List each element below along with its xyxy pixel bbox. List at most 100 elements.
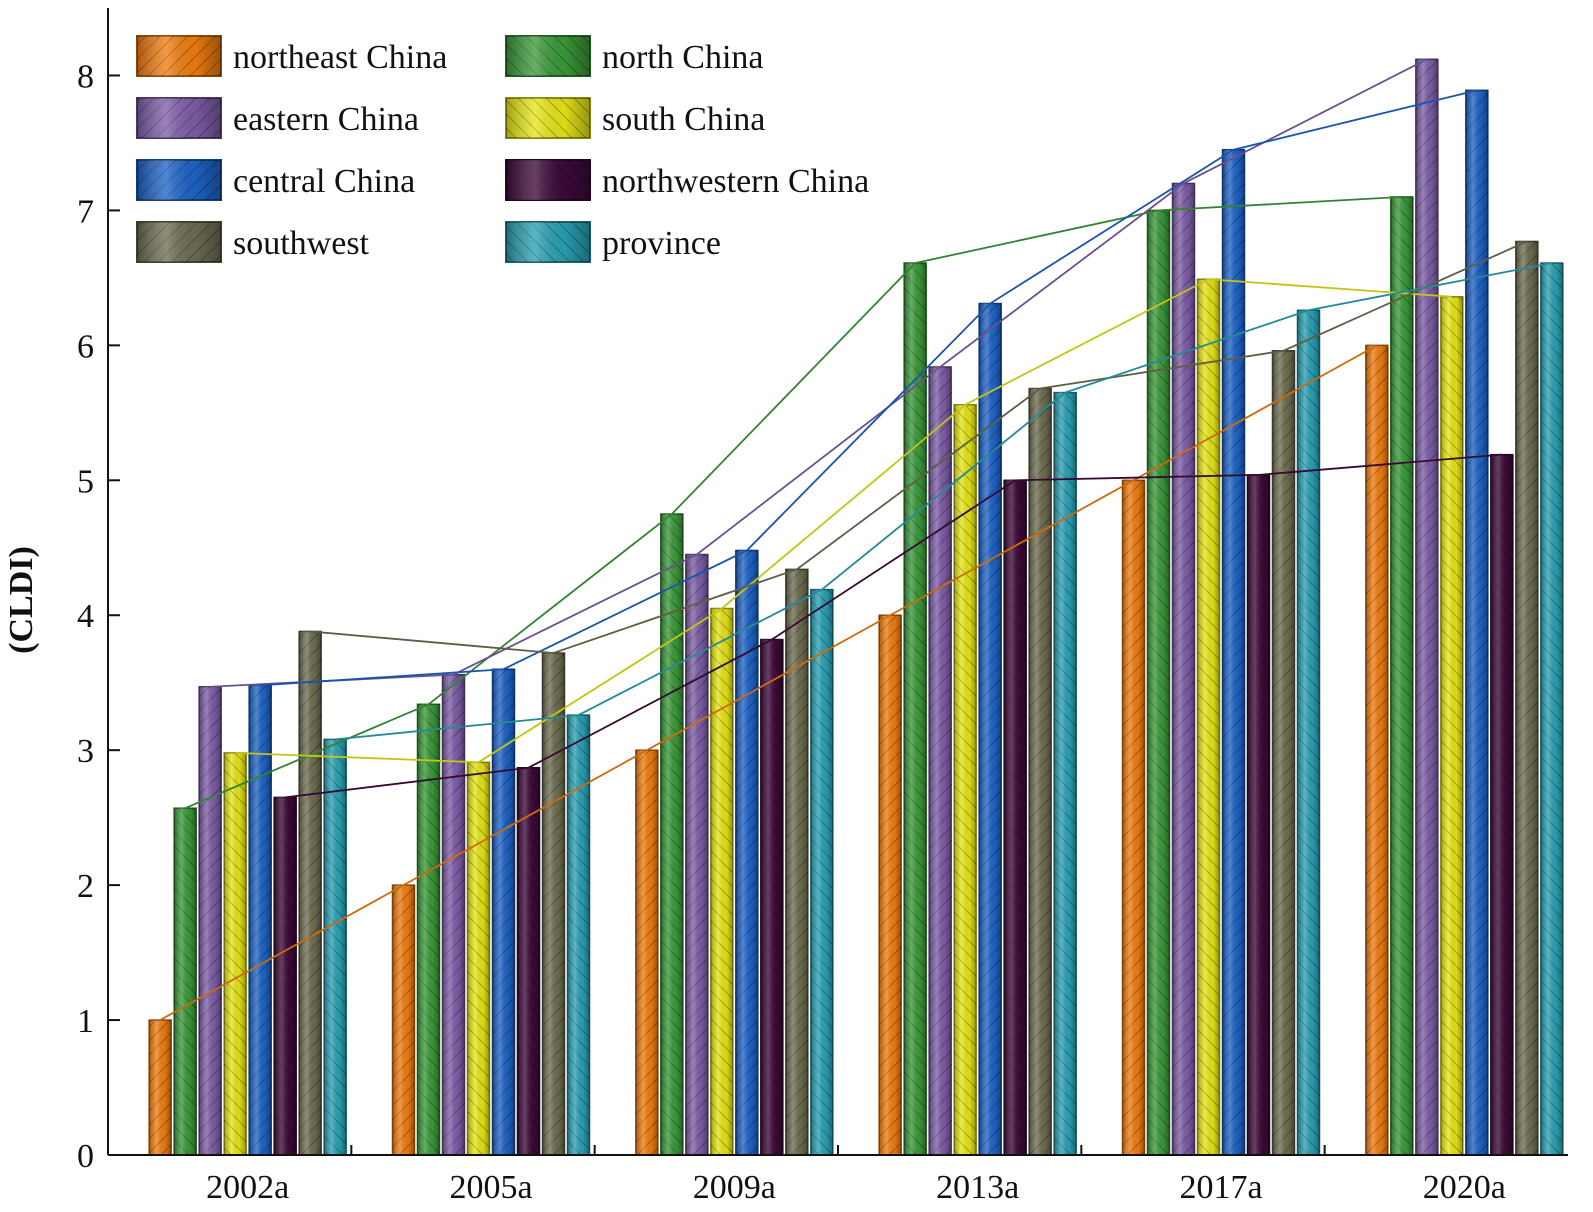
bar-shade bbox=[660, 514, 683, 1155]
bar bbox=[685, 553, 709, 1156]
series-line bbox=[210, 58, 1428, 688]
bar bbox=[198, 686, 222, 1156]
bar-shade bbox=[1465, 90, 1488, 1156]
legend-label: eastern China bbox=[233, 101, 419, 138]
bar-shade bbox=[224, 752, 247, 1155]
y-tick-label: 1 bbox=[77, 1003, 94, 1040]
legend-item: northwestern China bbox=[505, 159, 869, 201]
bar-shade bbox=[710, 608, 733, 1155]
legend-swatch-shade bbox=[506, 36, 590, 76]
legend-item: eastern China bbox=[136, 97, 419, 139]
bar-shade bbox=[274, 797, 297, 1155]
bar-shade bbox=[1440, 296, 1463, 1155]
bar bbox=[541, 652, 566, 1156]
bar-shade bbox=[492, 669, 515, 1155]
bar-shade bbox=[1222, 149, 1245, 1155]
legend-label: province bbox=[602, 225, 721, 262]
trend-lines bbox=[159, 58, 1553, 1021]
bar bbox=[323, 738, 347, 1156]
bar-shade bbox=[1029, 388, 1052, 1155]
bar-shade bbox=[1415, 59, 1438, 1156]
bar bbox=[516, 766, 541, 1156]
bar-shade bbox=[1147, 210, 1170, 1156]
bar-shade bbox=[299, 631, 322, 1155]
x-tick-label: 2017a bbox=[1179, 1169, 1262, 1206]
bar-shade bbox=[149, 1020, 172, 1155]
bar bbox=[1440, 296, 1464, 1156]
bar bbox=[1121, 479, 1146, 1156]
bar-shade bbox=[542, 653, 565, 1155]
bar-shade bbox=[392, 885, 415, 1155]
bar-shade bbox=[442, 674, 465, 1155]
legend-swatch-shade bbox=[137, 36, 221, 76]
bar-shade bbox=[1197, 279, 1220, 1155]
bars bbox=[148, 58, 1564, 1156]
bar-shade bbox=[1272, 350, 1295, 1155]
bar bbox=[1415, 58, 1439, 1156]
bar bbox=[273, 796, 297, 1156]
legend-label: north China bbox=[602, 39, 763, 76]
bar-shade bbox=[249, 685, 272, 1155]
bar-shade bbox=[1004, 480, 1027, 1155]
bar-shade bbox=[979, 303, 1002, 1155]
bar bbox=[1146, 209, 1171, 1156]
bar-shade bbox=[1122, 480, 1145, 1155]
bar bbox=[785, 568, 809, 1156]
legend-item: south China bbox=[505, 97, 765, 139]
legend-swatch-shade bbox=[506, 98, 590, 138]
bar bbox=[810, 588, 834, 1156]
bar-shade bbox=[324, 739, 347, 1155]
bar bbox=[928, 366, 952, 1156]
bar bbox=[441, 673, 466, 1156]
bar-shade bbox=[1540, 263, 1563, 1155]
bar bbox=[735, 549, 759, 1156]
bar bbox=[1540, 262, 1564, 1156]
bar bbox=[903, 262, 927, 1156]
bar bbox=[1246, 474, 1271, 1156]
series-line bbox=[235, 278, 1452, 764]
bar-shade bbox=[1390, 196, 1413, 1155]
axes: 0 1 2 3 4 5 6 7 8 2002a 2005a 2009a 2013a 2017a 2020a bbox=[77, 8, 1568, 1206]
legend-label: central China bbox=[233, 163, 415, 200]
legend-item: north China bbox=[505, 35, 763, 77]
bar-shade bbox=[1365, 345, 1388, 1156]
bar bbox=[566, 714, 591, 1156]
bar-shade bbox=[1515, 241, 1538, 1155]
legend-label: northwestern China bbox=[602, 163, 869, 200]
bar bbox=[1003, 479, 1027, 1156]
bar-shade bbox=[567, 715, 590, 1155]
bar bbox=[1515, 240, 1539, 1156]
bar bbox=[660, 513, 684, 1156]
legend-label: south China bbox=[602, 101, 765, 138]
legend-item: province bbox=[505, 221, 721, 263]
x-tick-label: 2002a bbox=[206, 1169, 289, 1206]
bar-shade bbox=[735, 550, 758, 1155]
legend-label: northeast China bbox=[233, 39, 447, 76]
bar bbox=[1365, 344, 1389, 1156]
bar-shade bbox=[954, 404, 977, 1155]
legend-swatch-shade bbox=[506, 160, 590, 200]
bar-shade bbox=[467, 762, 490, 1155]
bar bbox=[391, 884, 416, 1156]
bar-shade bbox=[635, 750, 658, 1155]
y-tick-label: 3 bbox=[77, 733, 94, 770]
bar bbox=[1053, 391, 1077, 1156]
bar bbox=[1028, 387, 1052, 1156]
y-tick-label: 4 bbox=[77, 598, 94, 635]
bar bbox=[1196, 278, 1221, 1156]
bar bbox=[1465, 89, 1489, 1156]
bar-shade bbox=[1172, 183, 1195, 1155]
y-tick-label: 5 bbox=[77, 463, 94, 500]
bar bbox=[1390, 196, 1414, 1156]
bar bbox=[878, 614, 902, 1156]
bar bbox=[298, 630, 322, 1156]
bar-shade bbox=[199, 686, 222, 1155]
bar-shade bbox=[1054, 392, 1077, 1155]
legend-swatch-shade bbox=[506, 222, 590, 262]
x-tick-label: 2005a bbox=[449, 1169, 532, 1206]
y-tick-label: 2 bbox=[77, 868, 94, 905]
legend-label: southwest bbox=[233, 225, 370, 262]
legend-item: northeast China bbox=[136, 35, 447, 77]
bar-shade bbox=[929, 366, 952, 1155]
